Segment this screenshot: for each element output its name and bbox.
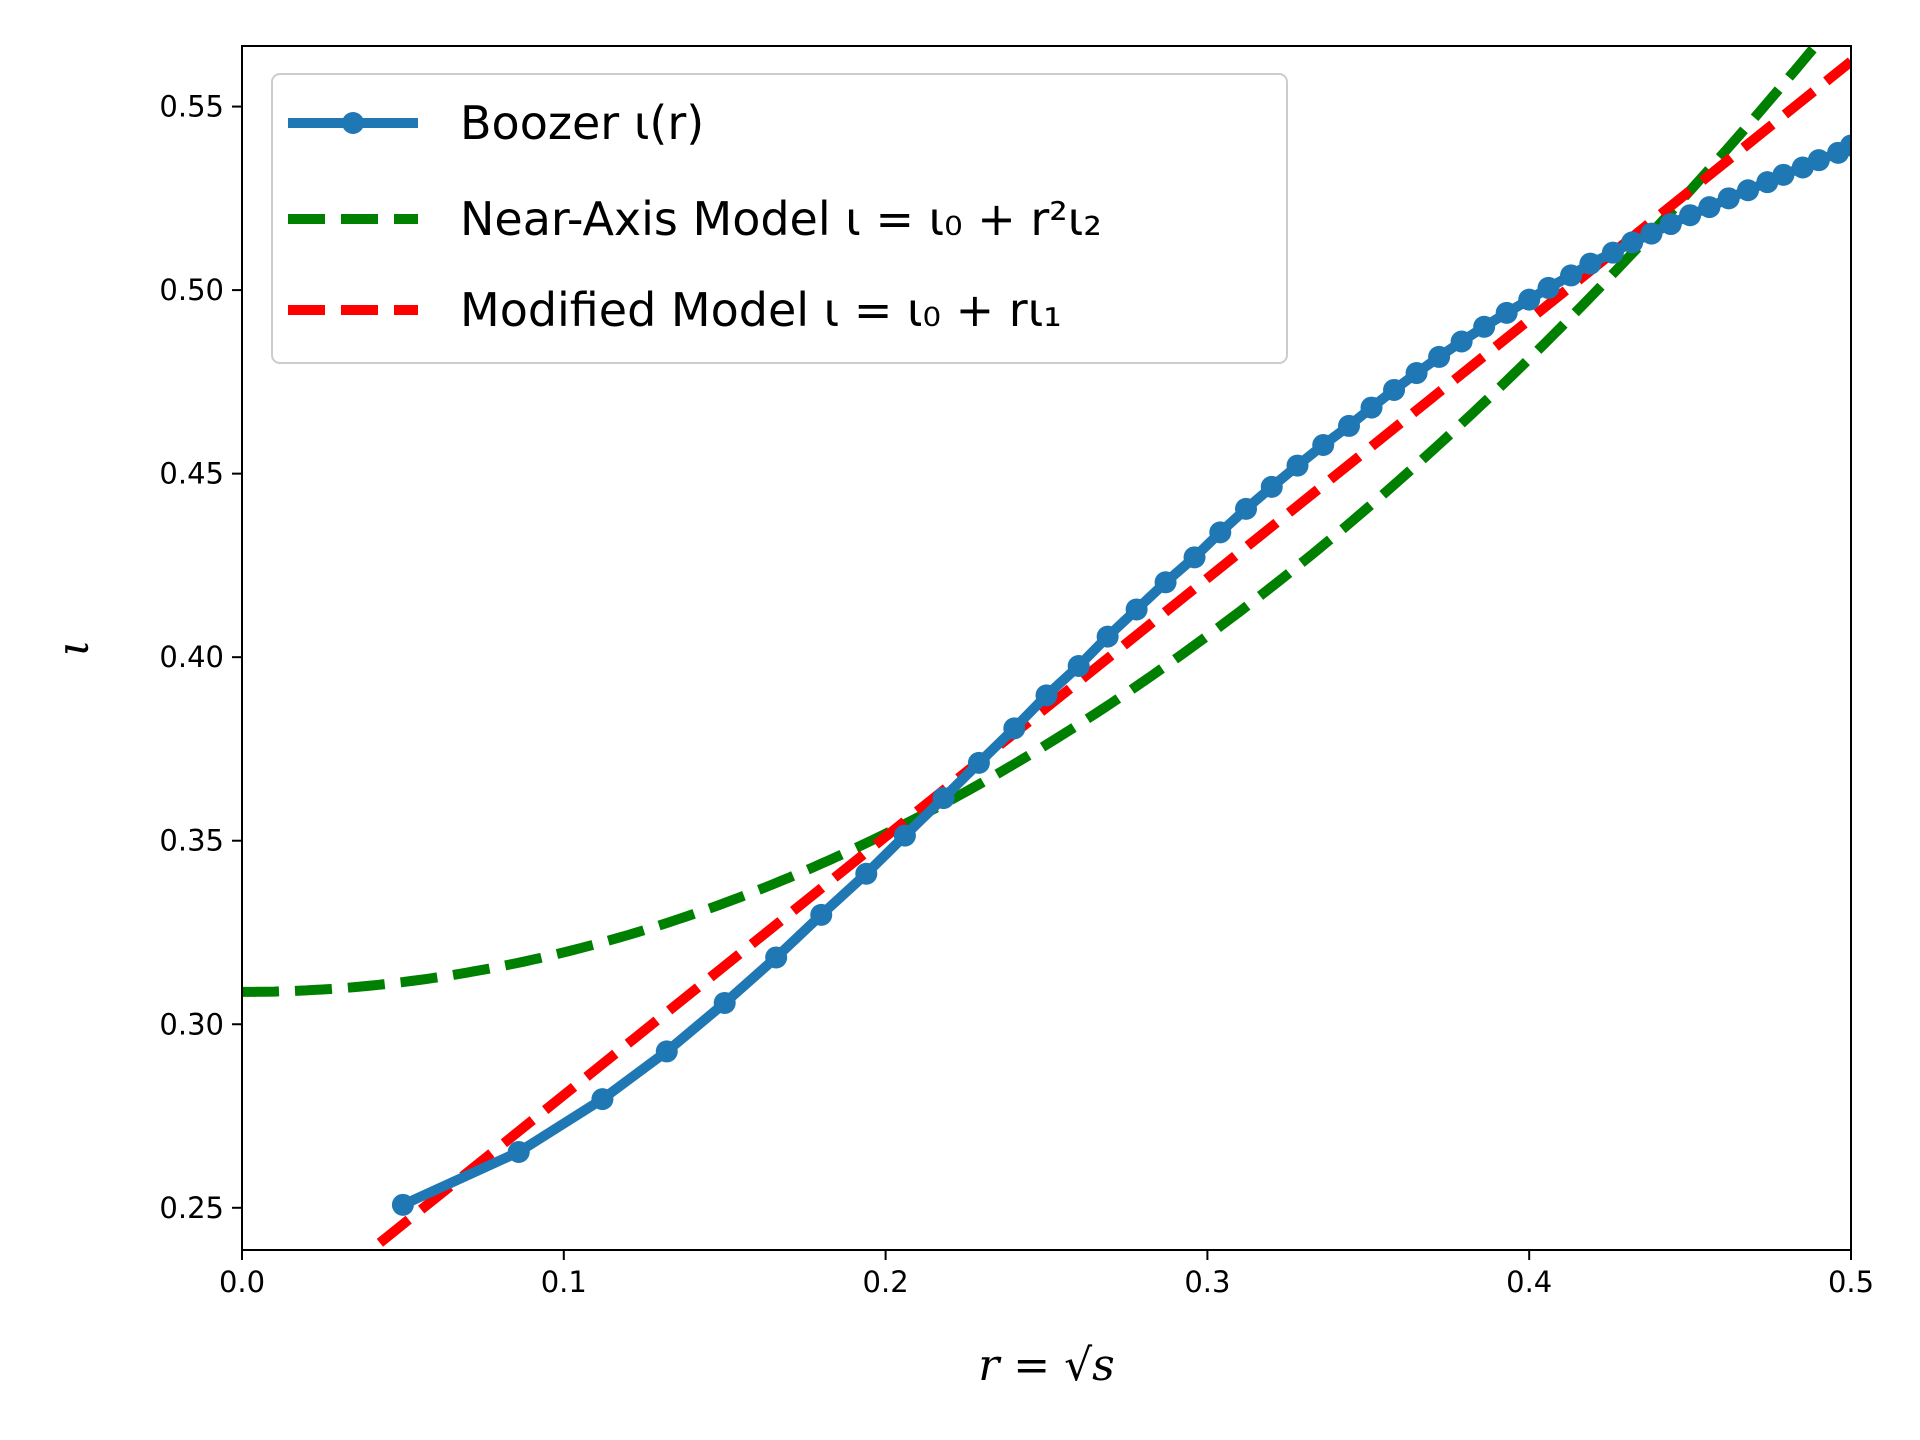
boozer-point bbox=[1286, 454, 1309, 477]
boozer-point bbox=[1450, 330, 1473, 353]
boozer-point bbox=[1659, 213, 1682, 236]
y-tick-label: 0.25 bbox=[159, 1191, 224, 1225]
boozer-point bbox=[1518, 288, 1541, 311]
boozer-point bbox=[1560, 264, 1583, 287]
boozer-point bbox=[1640, 222, 1663, 245]
boozer-point bbox=[1067, 654, 1090, 677]
boozer-point bbox=[1840, 134, 1851, 157]
y-tick-label: 0.35 bbox=[159, 824, 224, 858]
boozer-point bbox=[765, 946, 788, 969]
boozer-point bbox=[1183, 546, 1206, 569]
boozer-point bbox=[1312, 434, 1335, 457]
boozer-point bbox=[893, 824, 916, 847]
boozer-point bbox=[1337, 414, 1360, 437]
boozer-point bbox=[810, 903, 833, 926]
boozer-point bbox=[1035, 684, 1058, 707]
y-tick-label: 0.55 bbox=[159, 90, 224, 124]
boozer-point bbox=[1125, 598, 1148, 621]
y-tick-label: 0.45 bbox=[159, 457, 224, 491]
boozer-point bbox=[1537, 276, 1560, 299]
x-tick-label: 0.2 bbox=[863, 1265, 909, 1299]
boozer-point bbox=[655, 1040, 678, 1063]
boozer-point bbox=[1698, 196, 1721, 219]
legend-box bbox=[271, 73, 1288, 364]
x-tick-label: 0.4 bbox=[1506, 1265, 1552, 1299]
boozer-point bbox=[1679, 204, 1702, 227]
boozer-point bbox=[1383, 378, 1406, 401]
y-tick-label: 0.30 bbox=[159, 1007, 224, 1041]
series-layer bbox=[242, 46, 1851, 1250]
boozer-point bbox=[1473, 315, 1496, 338]
boozer-point bbox=[1717, 187, 1740, 210]
boozer-point bbox=[507, 1140, 530, 1163]
boozer-point bbox=[1405, 362, 1428, 385]
boozer-point bbox=[1428, 345, 1451, 368]
x-axis: 0.0 0.1 0.2 0.3 0.4 0.5 bbox=[219, 1250, 1874, 1299]
x-tick-label: 0.1 bbox=[541, 1265, 587, 1299]
y-tick-label: 0.40 bbox=[159, 640, 224, 674]
boozer-point bbox=[591, 1088, 614, 1111]
x-tick-label: 0.5 bbox=[1828, 1265, 1874, 1299]
boozer-point bbox=[1807, 149, 1830, 172]
boozer-point bbox=[1772, 163, 1795, 186]
y-axis-label: ι bbox=[48, 639, 99, 656]
legend-label-boozer: Boozer ι(r) bbox=[460, 96, 704, 150]
legend-label-near-axis: Near-Axis Model ι = ι₀ + r²ι₂ bbox=[460, 192, 1102, 246]
x-axis-label: r = √s bbox=[978, 1340, 1115, 1391]
boozer-point bbox=[1579, 252, 1602, 275]
boozer-point bbox=[391, 1193, 414, 1216]
series-near-axis bbox=[242, 46, 1822, 997]
x-tick-label: 0.3 bbox=[1184, 1265, 1230, 1299]
plot-frame bbox=[241, 45, 1852, 1251]
boozer-point bbox=[855, 862, 878, 885]
boozer-point bbox=[1621, 231, 1644, 254]
boozer-point bbox=[932, 787, 955, 810]
boozer-point bbox=[1737, 179, 1760, 202]
boozer-point bbox=[1003, 717, 1026, 740]
boozer-point bbox=[1260, 475, 1283, 498]
legend-label-modified: Modified Model ι = ι₀ + rι₁ bbox=[460, 283, 1062, 337]
boozer-point bbox=[713, 991, 736, 1014]
boozer-point bbox=[1209, 521, 1232, 544]
boozer-point bbox=[1096, 625, 1119, 648]
boozer-point bbox=[967, 751, 990, 774]
boozer-point bbox=[1360, 396, 1383, 419]
legend-swatch-boozer-marker bbox=[342, 112, 364, 134]
boozer-point bbox=[1601, 241, 1624, 264]
boozer-point bbox=[1235, 497, 1258, 520]
y-tick-label: 0.50 bbox=[159, 273, 224, 307]
y-axis: 0.25 0.30 0.35 0.40 0.45 0.50 0.55 bbox=[159, 90, 242, 1225]
boozer-point bbox=[1154, 571, 1177, 594]
boozer-point bbox=[1495, 301, 1518, 324]
x-tick-label: 0.0 bbox=[219, 1265, 265, 1299]
legend: Boozer ι(r) Near-Axis Model ι = ι₀ + r²ι… bbox=[271, 73, 1288, 364]
